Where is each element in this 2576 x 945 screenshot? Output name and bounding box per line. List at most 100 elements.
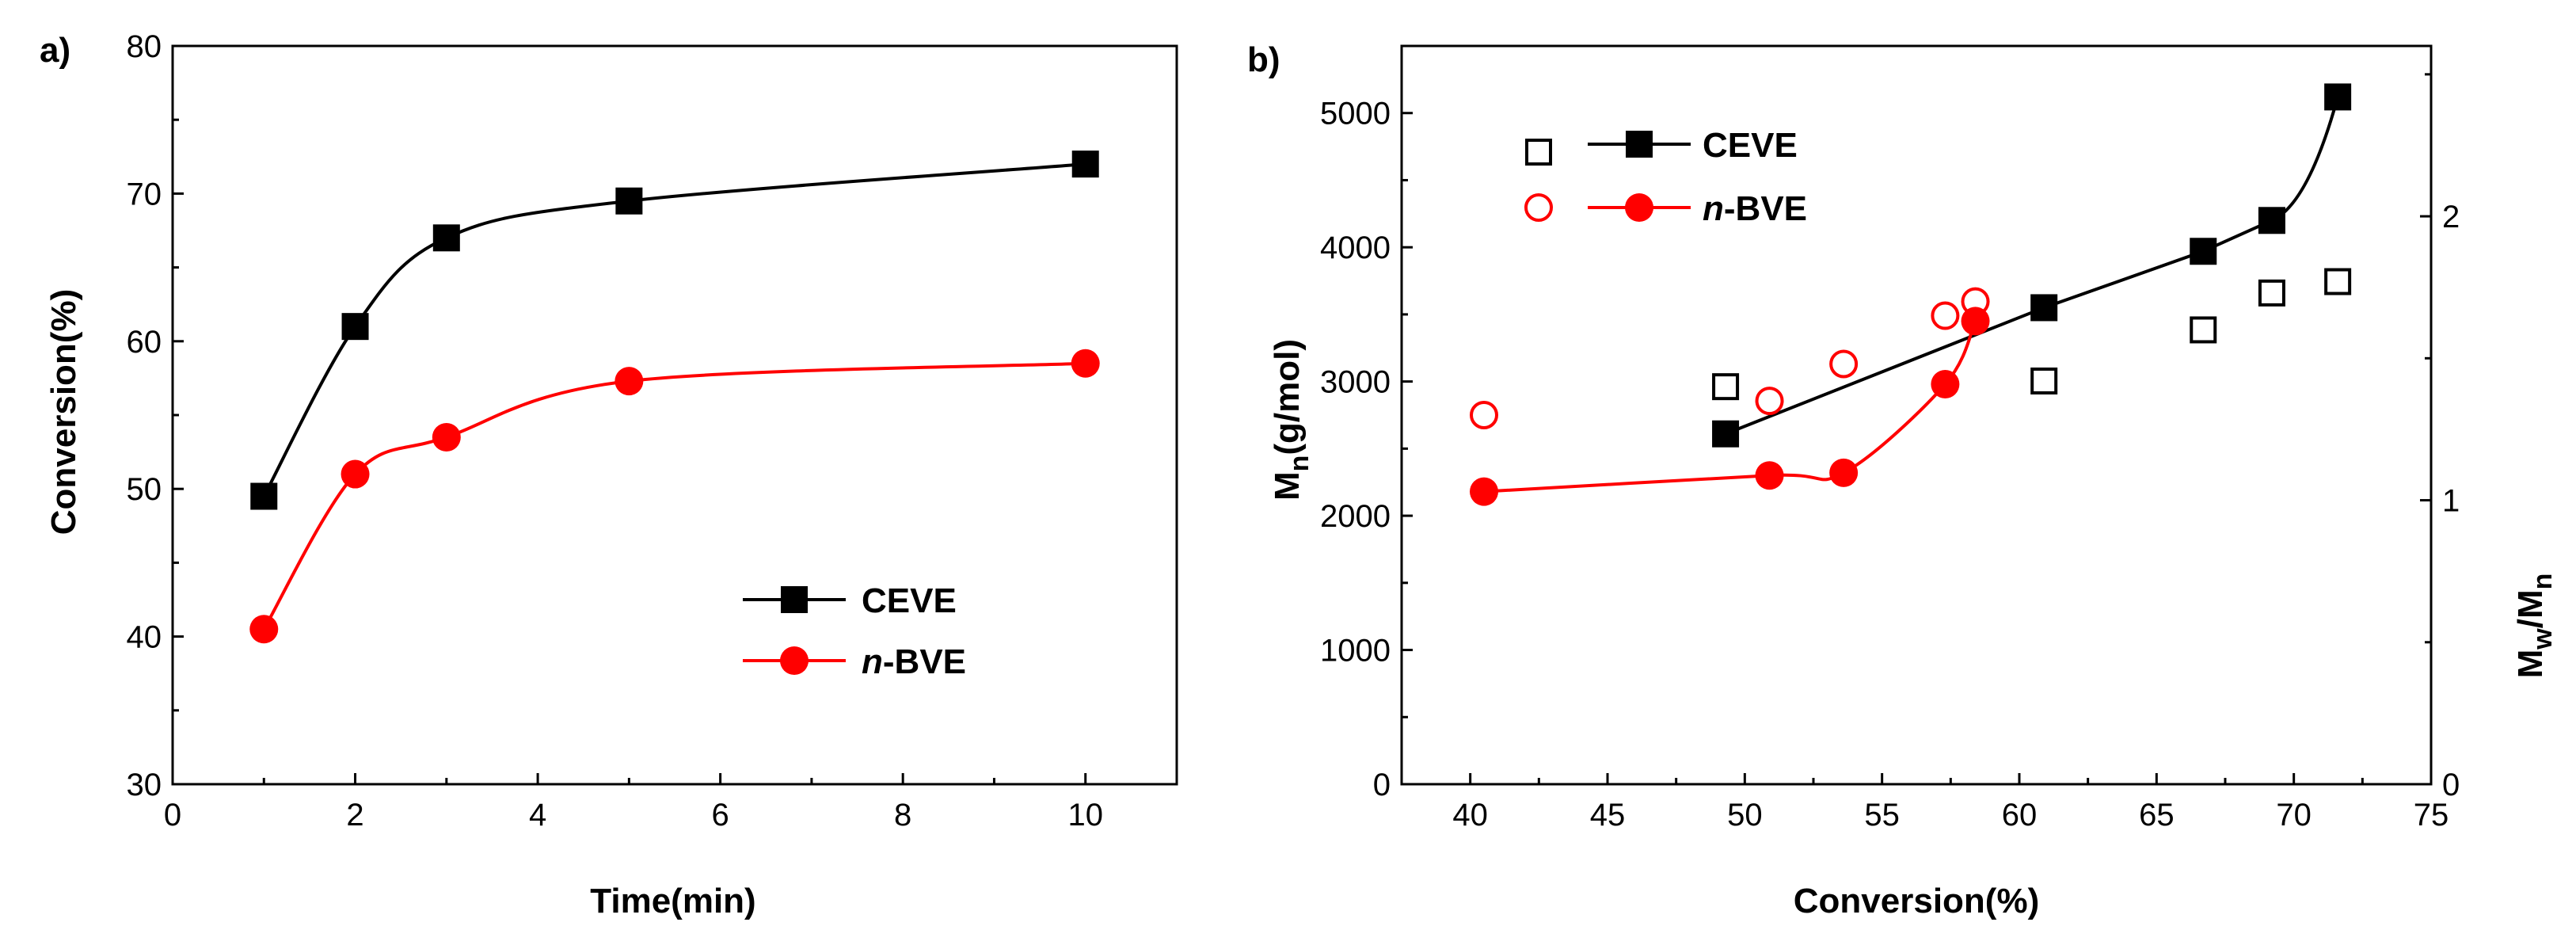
panel-b-point-ceve-mn [1712, 420, 1740, 448]
panel-a-y-tick-label: 30 [127, 768, 162, 802]
panel-b-point-nbve-dispersity [1931, 301, 1960, 330]
panel-b-label: b) [1247, 40, 1280, 79]
panel-a-point-ceve [432, 224, 460, 252]
panel-b-point-ceve-dispersity [1712, 373, 1740, 401]
panel-a-x-axis-label: Time(min) [590, 882, 755, 920]
panel-b-y-tick-label: 3000 [1320, 365, 1391, 400]
panel-b-point-nbve-dispersity [1470, 401, 1498, 429]
panel-a-x-tick-label: 2 [346, 798, 363, 833]
panel-a-point-nbve [249, 615, 279, 644]
panel-b-point-nbve-mn [1961, 307, 1990, 336]
panel-b-y-tick-label: 0 [1373, 768, 1391, 802]
panel-a-legend: CEVE n-BVE [743, 581, 966, 681]
panel-b-y-tick-label: 5000 [1320, 97, 1391, 131]
panel-a-label: a) [40, 31, 70, 70]
panel-b-y2-label-m1: M [2511, 650, 2550, 679]
panel-b-y-tick-label: 4000 [1320, 231, 1391, 265]
panel-a-point-ceve [341, 313, 369, 341]
panel-b-x-tick-label: 55 [1864, 798, 1900, 833]
panel-b-point-nbve-mn [1755, 461, 1784, 490]
panel-a-y-axis-label: Conversion(%) [44, 289, 83, 535]
panel-b-y-axis-label: Mn(g/mol) [1268, 339, 1315, 501]
panel-b-x-tick-label: 60 [2002, 798, 2038, 833]
panel-b-y-tick-label: 2000 [1320, 499, 1391, 534]
panel-a-curve-nbve [262, 361, 1086, 631]
panel-b-y-tick-label: 1000 [1320, 634, 1391, 669]
panel-b-y2-tick-label: 1 [2442, 484, 2460, 519]
panel-b-x-tick-label: 70 [2276, 798, 2312, 833]
legend-b-nbve-suffix: -BVE [1724, 189, 1807, 228]
panel-a-markers [249, 151, 1100, 644]
panel-a-point-ceve [250, 482, 278, 510]
panel-b-y2-label-mid: /M [2511, 589, 2550, 628]
panel-a-y-tick-label: 80 [127, 29, 162, 64]
panel-b-y-label-sub: n [1284, 455, 1315, 472]
panel-b-y-label-m: M [1268, 471, 1307, 501]
panel-a-x-tick-label: 4 [529, 798, 546, 833]
panel-b-x-tick-label: 50 [1727, 798, 1763, 833]
panel-b-x-tick-label: 45 [1590, 798, 1626, 833]
panel-b-point-nbve-dispersity [1829, 349, 1859, 379]
panel-b-y2-label-sub2: n [2528, 573, 2558, 590]
panel-b-point-nbve-mn [1931, 370, 1960, 399]
legend-a-nbve-label: n-BVE [862, 642, 966, 681]
panel-b-markers [1470, 83, 2352, 506]
panel-b-point-ceve-mn [2324, 83, 2352, 111]
panel-b-point-nbve-dispersity [1755, 387, 1784, 416]
panel-b-plot-frame [1400, 44, 2433, 786]
panel-a-point-nbve [615, 367, 644, 396]
panel-b-x-tick-label: 65 [2139, 798, 2175, 833]
panel-b-curve-nbve-mn [1483, 320, 1977, 493]
panel-b-point-nbve-mn [1470, 477, 1498, 506]
panel-b-point-ceve-mn [2190, 238, 2217, 265]
legend-b-nbve-prefix: n [1703, 189, 1724, 228]
legend-b-nbve-marker [1625, 193, 1653, 222]
panel-b-point-ceve-dispersity [2258, 279, 2285, 307]
legend-b-nbve-label: n-BVE [1703, 189, 1807, 228]
legend-a-ceve-name: CEVE [862, 581, 957, 620]
panel-a-y-tick-label: 50 [127, 472, 162, 507]
panel-a-x-tick-label: 8 [894, 798, 911, 833]
panel-b-point-ceve-mn [2258, 207, 2285, 234]
panel-a-point-nbve [341, 459, 370, 489]
panel-b-mn-vs-conversion: b) 40 45 50 55 60 65 70 75010002000300040005000… [1247, 40, 2558, 920]
legend-a-ceve-label: CEVE [862, 581, 957, 620]
legend-a-nbve-prefix: n [862, 642, 883, 681]
panel-b-legend: CEVE n-BVE [1524, 126, 1807, 228]
panel-a-x-tick-label: 10 [1067, 798, 1103, 833]
panel-b-point-ceve-dispersity [2030, 367, 2058, 394]
panel-a-point-nbve [1071, 349, 1100, 378]
panel-b-point-ceve-dispersity [2190, 316, 2217, 344]
panel-b-curves [1483, 96, 2340, 493]
panel-b-x-axis-label: Conversion(%) [1794, 882, 2039, 920]
panel-b-y2-axis-label: Mw/Mn [2511, 573, 2558, 679]
panel-b-y2-tick-label: 0 [2442, 768, 2460, 802]
panel-a-y-tick-label: 40 [127, 620, 162, 655]
legend-a-ceve-marker [781, 586, 808, 613]
panel-b-point-ceve-mn [2030, 294, 2058, 322]
panel-a-point-ceve [615, 187, 643, 215]
legend-a-nbve-marker [780, 646, 809, 675]
panel-a-x-tick-label: 6 [712, 798, 729, 833]
panel-a-y-tick-label: 70 [127, 177, 162, 211]
panel-a-point-nbve [432, 422, 461, 452]
panel-b-point-ceve-dispersity [2324, 268, 2352, 295]
legend-b-nbve-open-marker [1524, 193, 1553, 222]
panel-b-y2-tick-label: 2 [2442, 200, 2460, 234]
panel-b-point-nbve-dispersity [1961, 287, 1990, 316]
panel-a-curve-ceve [262, 162, 1086, 497]
panel-b-point-nbve-mn [1829, 458, 1859, 487]
panel-b-x-tick-label: 40 [1452, 798, 1488, 833]
panel-a-point-ceve [1071, 151, 1099, 178]
panel-a-conversion-vs-time: a) 0 2 4 6 8 10 30 40 50 60 70 80 Time(min) Convers… [40, 29, 1178, 920]
legend-b-ceve-name: CEVE [1703, 126, 1798, 165]
legend-b-ceve-label: CEVE [1703, 126, 1798, 165]
panel-a-ticks: 0 2 4 6 8 10 30 40 50 60 70 80 [127, 29, 1103, 833]
panel-a-curves [262, 162, 1086, 631]
panel-b-x-tick-label: 75 [2414, 798, 2449, 833]
panel-b-y2-label-sub1: w [2528, 628, 2558, 650]
legend-b-ceve-marker [1626, 131, 1653, 158]
legend-b-ceve-open-marker [1525, 139, 1552, 166]
